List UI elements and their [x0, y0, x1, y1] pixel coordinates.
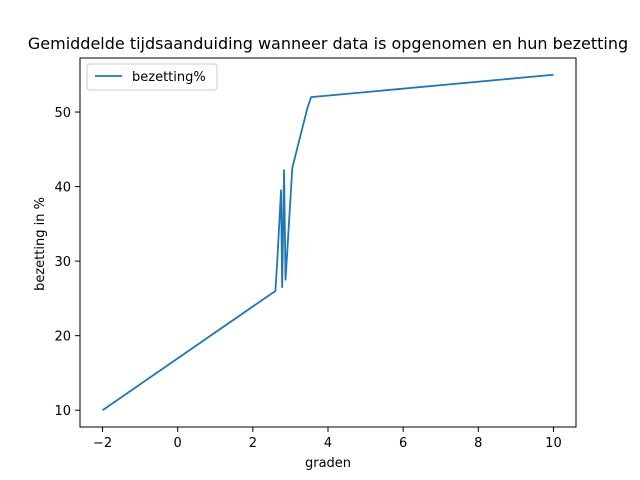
- x-tick-label-2: 2: [249, 436, 257, 451]
- x-tick-label-4: 4: [324, 436, 332, 451]
- y-tick-label-40: 40: [54, 181, 71, 196]
- y-tick-label-30: 30: [54, 255, 71, 270]
- x-tick-label-10: 10: [545, 436, 562, 451]
- y-tick-label-10: 10: [54, 404, 71, 419]
- x-tick-label-0: 0: [174, 436, 182, 451]
- x-tick-label--2: −2: [93, 436, 112, 451]
- x-tick-label-8: 8: [474, 436, 482, 451]
- x-axis-label: graden: [305, 456, 351, 471]
- legend-frame: [86, 63, 218, 91]
- plot-area: −2 0 2 4 6 8 10 10 20 30 40 50: [54, 57, 577, 451]
- chart-title: Gemiddelde tijdsaanduiding wanneer data …: [28, 34, 628, 53]
- legend-label-bezetting: bezetting%: [132, 70, 206, 85]
- x-tick-label-6: 6: [399, 436, 407, 451]
- legend: bezetting%: [86, 63, 218, 91]
- y-tick-label-50: 50: [54, 106, 71, 121]
- series-line-0: [102, 73, 554, 411]
- y-tick-label-20: 20: [54, 330, 71, 345]
- y-axis-label: bezetting in %: [33, 197, 48, 291]
